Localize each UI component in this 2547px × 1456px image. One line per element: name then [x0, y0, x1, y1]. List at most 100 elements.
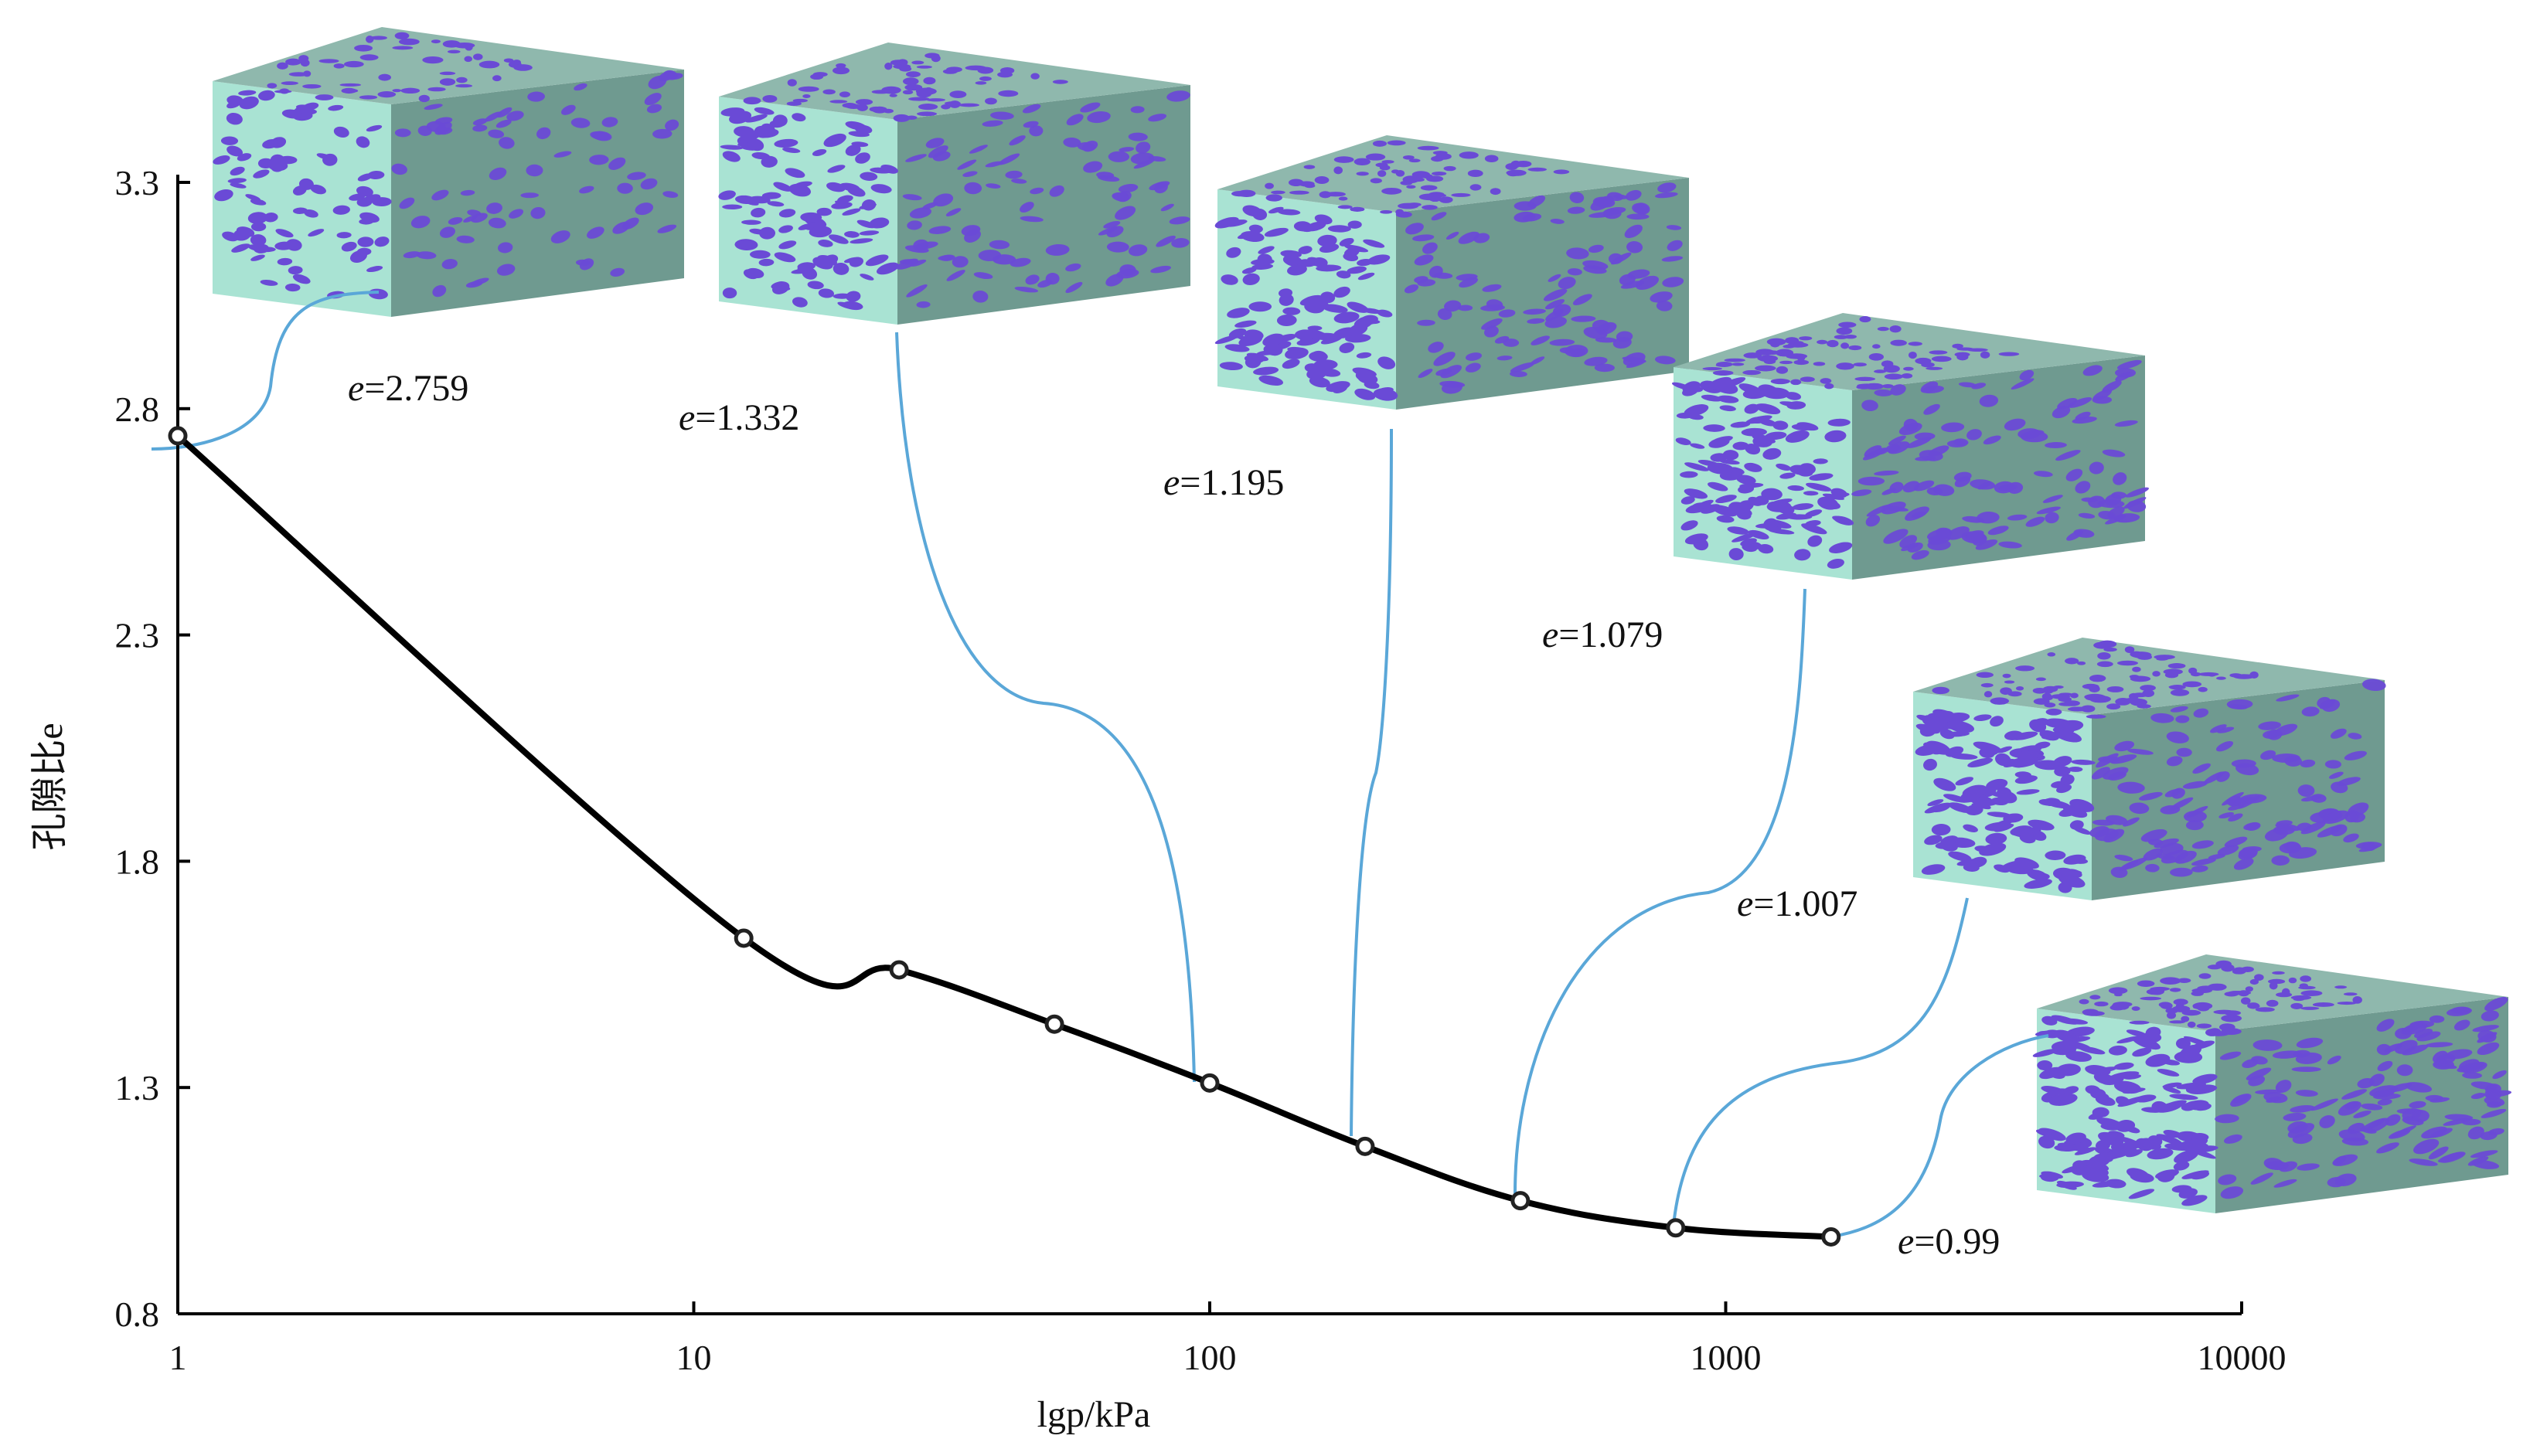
- pore-blob: [1874, 389, 1893, 396]
- pore-blob: [1728, 548, 1744, 561]
- pore-blob: [2198, 686, 2208, 692]
- pore-blob: [274, 241, 294, 250]
- pore-blob: [758, 258, 775, 267]
- x-tick-label: 100: [1183, 1338, 1237, 1377]
- pore-blob: [1923, 403, 1940, 415]
- pore-blob: [1890, 339, 1907, 346]
- pore-blob: [1603, 209, 1622, 219]
- pore-blob: [1414, 276, 1428, 284]
- pore-blob: [2188, 1084, 2218, 1094]
- pore-blob: [2377, 1060, 2393, 1072]
- pore-blob: [1813, 362, 1826, 366]
- pore-blob: [2028, 819, 2055, 831]
- pore-blob: [496, 107, 512, 118]
- pore-blob: [2217, 845, 2239, 856]
- pore-blob: [1265, 194, 1282, 202]
- pore-blob: [2041, 1015, 2058, 1026]
- pore-blob: [1467, 169, 1483, 177]
- pore-blob: [2470, 1081, 2498, 1090]
- pore-blob: [2081, 497, 2098, 502]
- pore-blob: [1584, 356, 1608, 366]
- pore-blob: [1309, 351, 1328, 362]
- pore-blob: [226, 145, 243, 157]
- pore-blob: [2215, 1114, 2239, 1124]
- microstructure-cube: [1214, 135, 1689, 410]
- pore-blob: [570, 117, 591, 128]
- pore-blob: [1799, 336, 1813, 341]
- pore-blob: [1354, 388, 1376, 400]
- pore-blob: [1432, 151, 1448, 155]
- pore-blob: [298, 55, 309, 63]
- pore-blob: [2376, 1043, 2392, 1056]
- pore-blob: [1889, 481, 1904, 494]
- pore-blob: [2090, 1088, 2106, 1099]
- pore-blob: [1169, 216, 1190, 225]
- pore-blob: [859, 203, 877, 209]
- pore-blob: [839, 182, 860, 192]
- pore-blob: [1469, 184, 1482, 191]
- y-tick-label: 2.8: [115, 390, 160, 429]
- pore-blob: [2162, 1082, 2182, 1088]
- y-tick-label: 1.3: [115, 1068, 160, 1107]
- pore-blob: [1851, 489, 1872, 497]
- e-value: =0.99: [1914, 1221, 2000, 1262]
- pore-blob: [1531, 335, 1550, 345]
- pore-blob: [2300, 1006, 2320, 1010]
- pore-blob: [1336, 270, 1351, 279]
- pore-blob: [2230, 1094, 2252, 1107]
- pore-blob: [949, 90, 967, 98]
- pore-blob: [1559, 347, 1575, 354]
- pore-blob: [916, 301, 931, 308]
- pore-blob: [1785, 430, 1810, 443]
- pore-blob: [1809, 473, 1834, 481]
- pore-blob: [2145, 1053, 2171, 1067]
- pore-blob: [267, 83, 278, 89]
- pore-blob: [1545, 299, 1565, 310]
- pore-blob: [369, 36, 387, 40]
- pore-blob: [2166, 1012, 2177, 1019]
- pore-blob: [2154, 838, 2179, 849]
- pore-blob: [1285, 347, 1309, 359]
- pore-blob: [972, 290, 989, 303]
- pore-blob: [2092, 1180, 2120, 1188]
- pore-blob: [1103, 221, 1121, 229]
- pore-blob: [2075, 411, 2091, 421]
- pore-blob: [1569, 192, 1585, 203]
- pore-blob: [1765, 431, 1787, 441]
- pore-blob: [773, 182, 792, 192]
- pore-blob: [1930, 803, 1951, 813]
- pore-blob: [985, 97, 997, 105]
- pore-blob: [2446, 1007, 2472, 1016]
- pore-blob: [464, 56, 472, 63]
- pore-blob: [1387, 140, 1406, 146]
- pore-blob: [1956, 859, 1980, 866]
- pore-blob: [378, 73, 391, 81]
- pore-blob: [2129, 675, 2140, 679]
- pore-blob: [2147, 1148, 2174, 1160]
- pore-blob: [2173, 998, 2188, 1005]
- pore-blob: [1510, 362, 1535, 373]
- pore-blob: [1926, 366, 1943, 370]
- pore-blob: [213, 155, 230, 165]
- pore-blob: [1360, 318, 1381, 325]
- pore-blob: [908, 97, 930, 101]
- pore-blob: [2089, 995, 2101, 1000]
- pore-blob: [2042, 798, 2061, 807]
- pore-blob: [2477, 1032, 2498, 1043]
- pore-blob: [233, 228, 251, 241]
- e-symbol: e: [1898, 1221, 1914, 1262]
- pore-blob: [778, 225, 793, 233]
- pore-blob: [2111, 1003, 2126, 1009]
- pore-blob: [2312, 1002, 2334, 1007]
- pore-blob: [1299, 294, 1323, 306]
- pore-blob: [1680, 496, 1695, 505]
- pore-blob: [247, 244, 267, 252]
- pore-blob: [1889, 325, 1902, 333]
- pore-blob: [589, 155, 609, 165]
- pore-blob: [439, 78, 456, 86]
- pore-blob: [881, 86, 901, 94]
- leader-lines: [151, 291, 2049, 1238]
- pore-blob: [1963, 824, 1978, 833]
- pore-blob: [1483, 325, 1499, 338]
- x-tick-label: 1: [169, 1338, 187, 1377]
